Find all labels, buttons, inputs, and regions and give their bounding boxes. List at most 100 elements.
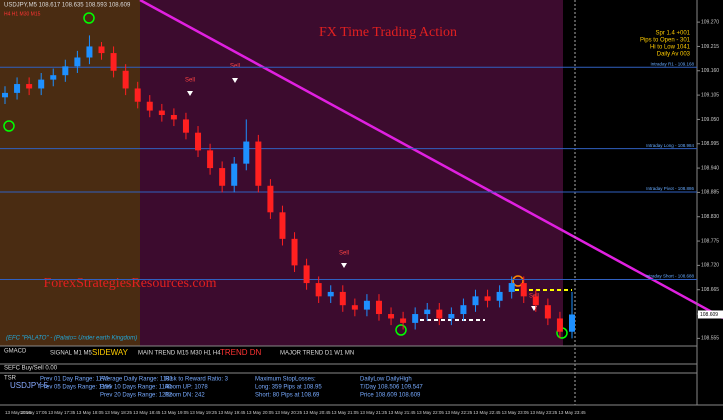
info-line: Spr 1.4 +001 xyxy=(655,31,690,37)
candle-body xyxy=(243,141,250,164)
candle-body xyxy=(50,75,57,80)
stats-item: Risk to Reward Ratio: 3 xyxy=(165,377,229,383)
panel-label: SIGNAL M1 M5 xyxy=(50,351,92,357)
watermark: ForexStrategiesResources.com xyxy=(43,276,216,291)
candle-body xyxy=(195,132,202,151)
candle-body xyxy=(496,291,503,301)
candle-body xyxy=(231,163,238,186)
stats-item: Prev 05 Days Range: 1156 xyxy=(40,385,112,391)
stats-label: TSR xyxy=(4,376,17,382)
candle-body xyxy=(556,318,563,332)
candle-body xyxy=(26,84,33,89)
stats-item: Price 108.609 108.609 xyxy=(360,393,421,399)
candle-body xyxy=(98,46,105,54)
candle-body xyxy=(520,283,527,297)
x-tick-label: 13 May 17:05 xyxy=(20,410,48,415)
panels: GMACD SIGNAL M1 M5 SIDEWAY MAIN TREND M1… xyxy=(0,345,723,406)
x-tick-label: 13 May 19:45 xyxy=(218,410,246,415)
level-label: Intraday Short - 108.688 xyxy=(645,274,694,279)
x-tick-label: 13 May 17:35 xyxy=(48,410,76,415)
trendline xyxy=(139,0,723,320)
candle-body xyxy=(182,119,189,133)
x-tick-label: 13 May 21:05 xyxy=(332,410,360,415)
x-tick-label: 13 May 19:05 xyxy=(161,410,189,415)
candle-body xyxy=(508,283,515,292)
candle-body xyxy=(219,168,226,186)
candle-body xyxy=(315,283,322,297)
candle-body xyxy=(412,314,419,323)
x-tick-label: 13 May 20:45 xyxy=(303,410,331,415)
panel-label: MAIN TREND M15 M30 H1 H4 xyxy=(138,351,221,357)
x-tick-label: 13 May 21:45 xyxy=(388,410,416,415)
stats-item: Long: 359 Pips at 108.95 xyxy=(255,385,322,391)
panel-label: TREND DN xyxy=(220,348,262,357)
symbol-info: USDJPY,M5 108.617 108.635 108.593 108.60… xyxy=(4,3,131,9)
stats-item: Short: 80 Pips at 108.69 xyxy=(255,393,320,399)
x-tick-label: 13 May 23:05 xyxy=(502,410,530,415)
chart-title: FX Time Trading Action xyxy=(319,25,457,40)
stats-item: DailyLow DailyHigh xyxy=(360,377,412,383)
sell-label: Sell xyxy=(230,64,240,70)
candle-body xyxy=(351,305,358,310)
stats-item: Prev 20 Days Range: 1262 xyxy=(100,393,173,399)
candle-body xyxy=(484,296,491,301)
x-tick-label: 13 May 19:25 xyxy=(190,410,218,415)
info-box: Spr 1.4 +001 Pips to Open - 301 Hi to Lo… xyxy=(612,8,692,58)
level-label: Intraday Pivot - 108.886 xyxy=(646,186,694,191)
price-label: 108.609 xyxy=(700,312,718,318)
stats-item: Room UP: 1078 xyxy=(165,385,208,391)
y-tick-label: 109.160 xyxy=(701,68,719,74)
candle-body xyxy=(74,57,81,67)
stats-item: Prev 01 Day Range: 1170 xyxy=(40,377,109,383)
x-tick-label: 13 May 2016 xyxy=(5,410,32,415)
signal-circle xyxy=(512,275,524,287)
candle-body xyxy=(544,305,551,319)
panel-label: SEFC Buy/Sell 0.00 xyxy=(4,366,58,372)
candle-body xyxy=(110,53,117,71)
x-tick-label: 13 May 22:05 xyxy=(417,410,445,415)
candle-body xyxy=(146,101,153,111)
candle-body xyxy=(375,300,382,315)
candle-body xyxy=(38,79,45,89)
candle-body xyxy=(569,314,575,332)
y-tick-label: 109.050 xyxy=(701,117,719,123)
x-tick-label: 13 May 18:05 xyxy=(76,410,104,415)
panel-label: MAJOR TREND D1 W1 MN xyxy=(280,351,354,357)
panel-label: GMACD xyxy=(4,349,27,355)
candle-body xyxy=(436,309,443,319)
session-bg xyxy=(0,0,140,346)
candle-body xyxy=(122,70,129,89)
y-tick-label: 108.775 xyxy=(701,238,719,244)
y-tick-label: 109.215 xyxy=(701,44,719,50)
candle-body xyxy=(460,305,467,315)
info-line: Daily Av 003 xyxy=(657,52,691,58)
stats-item: T/Day 108.506 109.547 xyxy=(360,385,423,391)
sell-label: Sell xyxy=(339,251,349,257)
candle-body xyxy=(255,141,262,186)
candle-body xyxy=(14,84,21,93)
y-tick-label: 108.940 xyxy=(701,165,719,171)
price-tag xyxy=(698,310,723,319)
y-tick-label: 108.665 xyxy=(701,287,719,293)
x-tick-label: 13 May 22:45 xyxy=(473,410,501,415)
stats-item: Average Daily Range: 1181 xyxy=(100,377,173,383)
candle-body xyxy=(339,291,346,306)
candle-body xyxy=(2,92,8,98)
y-tick-label: 108.885 xyxy=(701,190,719,196)
y-tick-label: 108.720 xyxy=(701,263,719,269)
y-tick-label: 108.830 xyxy=(701,214,719,220)
candle-body xyxy=(388,314,395,319)
candle-body xyxy=(532,296,539,306)
candle-body xyxy=(448,314,455,319)
y-tick-label: 108.555 xyxy=(701,336,719,342)
x-tick-label: 13 May 22:25 xyxy=(445,410,473,415)
level-label: Intraday Long - 108.984 xyxy=(646,143,694,148)
y-tick-label: 109.270 xyxy=(701,19,719,25)
x-tick-label: 13 May 18:25 xyxy=(105,410,133,415)
stats-item: Room DN: 242 xyxy=(165,393,205,399)
candle-body xyxy=(472,296,479,306)
candle-body xyxy=(303,265,310,284)
candle-body xyxy=(134,88,141,102)
level-label: Intraday R1 - 109.168 xyxy=(650,61,694,66)
